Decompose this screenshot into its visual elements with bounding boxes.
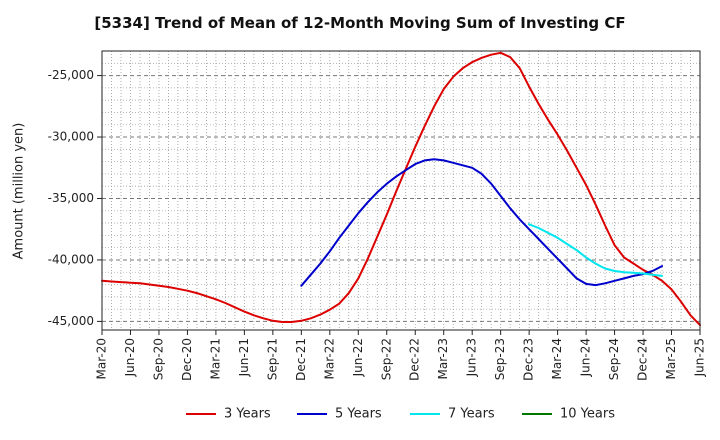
x-tick-label: Jun-24	[579, 338, 593, 377]
x-tick-label: Mar-25	[664, 338, 678, 379]
y-tick-label: -40,000	[48, 252, 94, 266]
legend: 3 Years 5 Years 7 Years 10 Years	[186, 407, 615, 422]
legend-label: 7 Years	[448, 407, 495, 422]
y-tick-label: -45,000	[48, 314, 94, 328]
x-tick-label: Sep-20	[151, 338, 165, 380]
y-tick-label: -30,000	[48, 130, 94, 144]
x-tick-label: Jun-22	[351, 338, 365, 377]
x-tick-label: Dec-21	[294, 338, 308, 381]
series-line-3-years	[101, 51, 701, 327]
x-tick-label: Jun-20	[123, 338, 137, 377]
series-layer	[101, 51, 701, 327]
x-tick-label: Dec-23	[522, 338, 536, 381]
x-tick-label: Sep-24	[607, 338, 621, 380]
x-tick-label: Jun-25	[693, 338, 707, 377]
legend-label: 3 Years	[224, 407, 271, 422]
y-axis-ticks: -45,000 -40,000 -35,000 -30,000 -25,000	[48, 68, 102, 328]
series-line-5-years	[300, 158, 663, 287]
x-tick-label: Sep-23	[493, 338, 507, 380]
y-tick-label: -25,000	[48, 68, 94, 82]
x-axis-ticks: Mar-20 Jun-20 Sep-20 Dec-20 Mar-21 Jun-21 Sep-…	[95, 330, 707, 381]
x-tick-label: Jun-23	[465, 338, 479, 377]
x-tick-label: Dec-24	[636, 338, 650, 381]
chart-title: [5334] Trend of Mean of 12-Month Moving …	[94, 14, 626, 32]
legend-label: 5 Years	[335, 407, 382, 422]
x-tick-label: Sep-21	[265, 338, 279, 380]
x-tick-label: Dec-22	[408, 338, 422, 381]
x-tick-label: Mar-22	[322, 338, 336, 379]
x-tick-label: Mar-20	[95, 338, 109, 379]
x-tick-label: Mar-21	[208, 338, 222, 379]
x-tick-label: Mar-23	[436, 338, 450, 379]
plot-area	[102, 51, 700, 330]
y-tick-label: -35,000	[48, 191, 94, 205]
x-tick-label: Mar-24	[550, 338, 564, 379]
x-tick-label: Sep-22	[379, 338, 393, 380]
series-line-7-years	[528, 223, 663, 277]
legend-label: 10 Years	[560, 407, 615, 422]
plot-border	[101, 50, 701, 331]
x-tick-label: Jun-21	[237, 338, 251, 377]
x-tick-label: Dec-20	[180, 338, 194, 381]
y-axis-label: Amount (million yen)	[12, 123, 27, 260]
